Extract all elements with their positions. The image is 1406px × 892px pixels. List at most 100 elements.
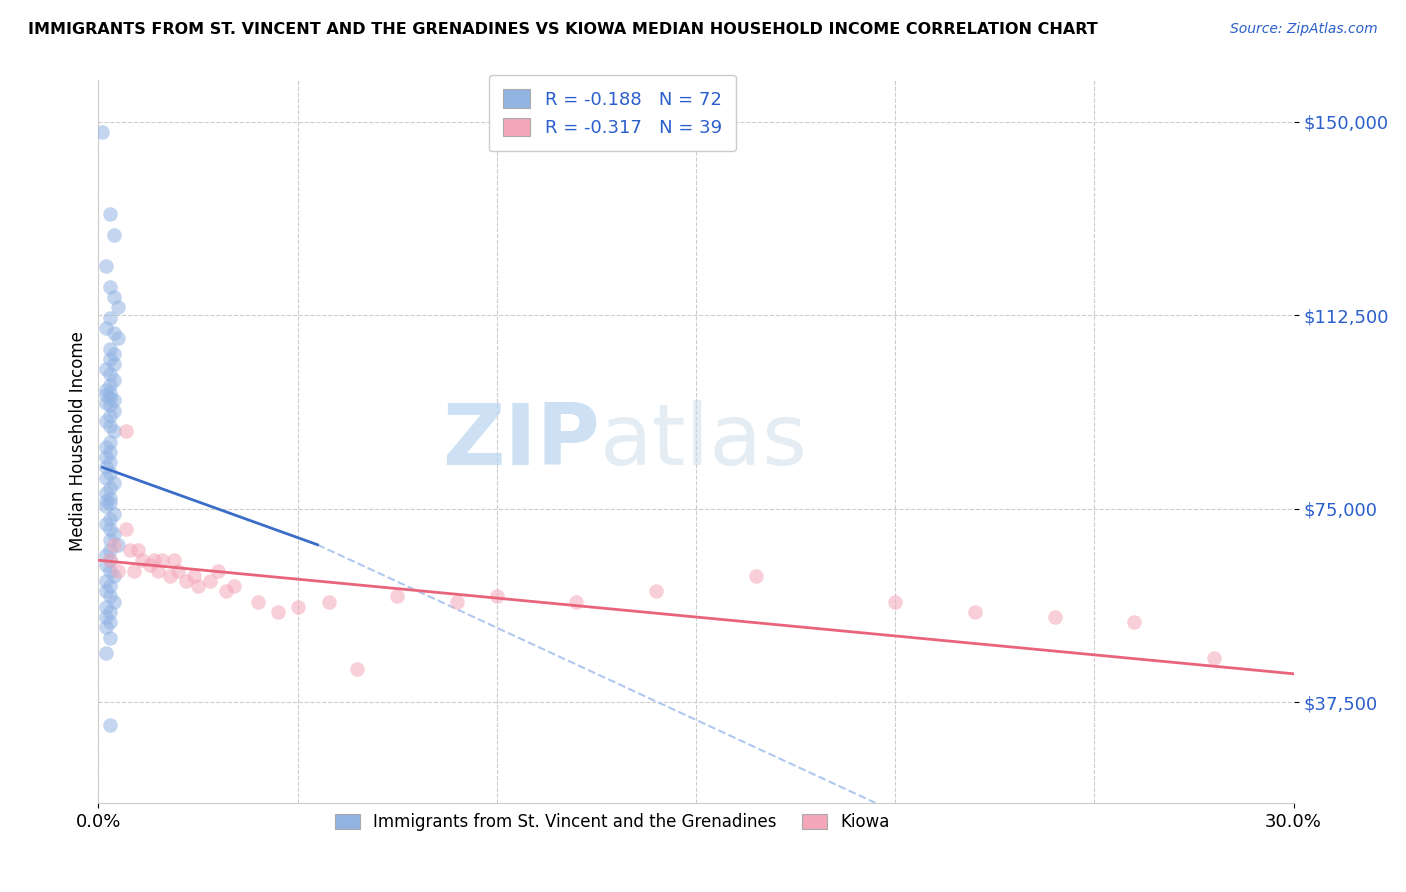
Point	[745, 568, 768, 582]
Point	[98, 718, 122, 732]
Point	[96, 259, 118, 273]
Point	[98, 466, 122, 480]
Point	[98, 496, 122, 510]
Point	[103, 475, 125, 490]
Point	[98, 605, 122, 619]
Y-axis label: Median Household Income: Median Household Income	[69, 332, 87, 551]
Point	[98, 398, 122, 412]
Point	[159, 568, 181, 582]
Point	[96, 499, 118, 513]
Text: ZIP: ZIP	[443, 400, 600, 483]
Point	[107, 564, 129, 578]
Point	[103, 228, 125, 243]
Point	[884, 594, 907, 608]
Point	[98, 564, 122, 578]
Point	[91, 125, 114, 139]
Point	[150, 553, 173, 567]
Point	[103, 347, 125, 361]
Point	[103, 594, 125, 608]
Point	[143, 553, 166, 567]
Point	[115, 522, 138, 536]
Point	[98, 279, 122, 293]
Point	[131, 553, 153, 567]
Point	[115, 424, 138, 438]
Point	[96, 548, 118, 562]
Point	[96, 494, 118, 508]
Point	[96, 646, 118, 660]
Point	[98, 310, 122, 325]
Point	[98, 351, 122, 366]
Point	[98, 491, 122, 506]
Point	[98, 368, 122, 382]
Point	[246, 594, 269, 608]
Point	[98, 207, 122, 221]
Point	[98, 542, 122, 557]
Point	[446, 594, 468, 608]
Point	[96, 440, 118, 454]
Point	[103, 373, 125, 387]
Point	[96, 471, 118, 485]
Point	[107, 301, 129, 315]
Point	[96, 450, 118, 464]
Point	[1202, 651, 1225, 665]
Point	[98, 615, 122, 630]
Point	[98, 522, 122, 536]
Point	[98, 391, 122, 405]
Point	[198, 574, 221, 588]
Point	[96, 558, 118, 573]
Point	[96, 396, 118, 410]
Point	[103, 326, 125, 340]
Point	[96, 584, 118, 599]
Point	[107, 538, 129, 552]
Point	[103, 568, 125, 582]
Point	[98, 385, 122, 400]
Point	[103, 357, 125, 371]
Point	[98, 579, 122, 593]
Point	[207, 564, 229, 578]
Point	[96, 321, 118, 335]
Point	[167, 564, 190, 578]
Point	[120, 542, 142, 557]
Point	[318, 594, 340, 608]
Point	[98, 445, 122, 459]
Point	[96, 486, 118, 500]
Point	[1123, 615, 1146, 630]
Point	[222, 579, 245, 593]
Point	[187, 579, 209, 593]
Point	[96, 610, 118, 624]
Point	[565, 594, 588, 608]
Point	[174, 574, 197, 588]
Point	[346, 662, 368, 676]
Point	[96, 620, 118, 634]
Point	[96, 599, 118, 614]
Point	[98, 631, 122, 645]
Point	[98, 409, 122, 423]
Text: Source: ZipAtlas.com: Source: ZipAtlas.com	[1230, 22, 1378, 37]
Point	[98, 512, 122, 526]
Point	[103, 403, 125, 417]
Point	[96, 383, 118, 397]
Point	[96, 362, 118, 376]
Point	[98, 481, 122, 495]
Point	[98, 455, 122, 469]
Point	[183, 568, 205, 582]
Point	[103, 393, 125, 408]
Point	[103, 507, 125, 521]
Point	[215, 584, 238, 599]
Point	[96, 460, 118, 475]
Point	[98, 434, 122, 449]
Text: IMMIGRANTS FROM ST. VINCENT AND THE GRENADINES VS KIOWA MEDIAN HOUSEHOLD INCOME : IMMIGRANTS FROM ST. VINCENT AND THE GREN…	[28, 22, 1098, 37]
Point	[98, 342, 122, 356]
Point	[127, 542, 149, 557]
Point	[287, 599, 309, 614]
Point	[98, 533, 122, 547]
Point	[98, 553, 122, 567]
Point	[103, 538, 125, 552]
Point	[96, 517, 118, 532]
Point	[139, 558, 162, 573]
Point	[103, 424, 125, 438]
Point	[107, 331, 129, 345]
Point	[163, 553, 186, 567]
Point	[96, 388, 118, 402]
Point	[98, 590, 122, 604]
